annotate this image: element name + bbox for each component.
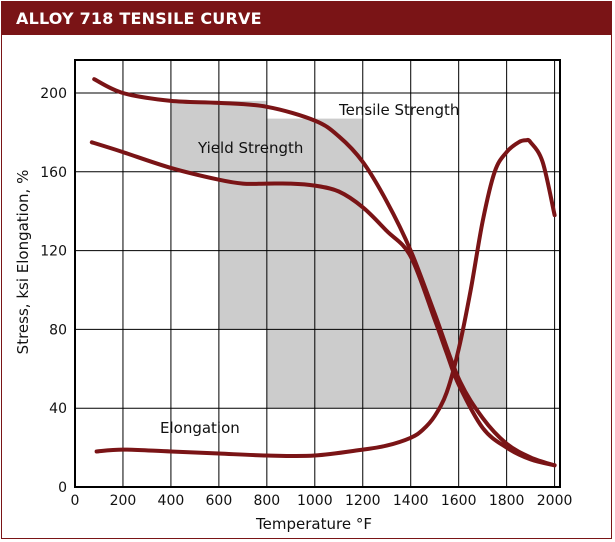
series-layer bbox=[89, 77, 557, 468]
band-segment-0 bbox=[170, 100, 219, 172]
elongation-curve bbox=[94, 137, 557, 459]
tensile-strength-curve bbox=[92, 77, 557, 468]
x-tick-label: 1000 bbox=[297, 493, 333, 509]
y-tick-label: 80 bbox=[49, 322, 67, 338]
y-axis-label: Stress, ksi Elongation, % bbox=[14, 170, 32, 355]
x-tick-label: 0 bbox=[71, 493, 80, 509]
yield-strength-label: Yield Strength bbox=[197, 139, 303, 157]
x-tick-label: 600 bbox=[206, 493, 233, 509]
x-axis-label: Temperature °F bbox=[255, 515, 372, 533]
x-tick-label: 1800 bbox=[489, 493, 525, 509]
band-segment-1 bbox=[218, 100, 267, 330]
elongation-label: Elongation bbox=[160, 419, 240, 437]
plot-border bbox=[74, 59, 561, 488]
y-tick-label: 160 bbox=[40, 165, 67, 181]
y-tick-label: 200 bbox=[40, 86, 67, 102]
grid bbox=[75, 60, 560, 487]
x-tick-label: 1200 bbox=[345, 493, 381, 509]
y-tick-label: 120 bbox=[40, 244, 67, 260]
chart-title: ALLOY 718 TENSILE CURVE bbox=[16, 9, 262, 28]
tensile-strength-label: Tensile Strength bbox=[338, 101, 459, 119]
yield-strength-curve bbox=[89, 140, 557, 468]
x-tick-label: 800 bbox=[253, 493, 280, 509]
x-tick-label: 2000 bbox=[537, 493, 573, 509]
x-tick-label: 200 bbox=[110, 493, 137, 509]
x-tick-label: 1400 bbox=[393, 493, 429, 509]
tick-labels: 0 200 400 600 800 1000 1200 1400 1600 1800 2000 0 40… bbox=[40, 86, 572, 509]
x-tick-label: 400 bbox=[158, 493, 185, 509]
y-tick-label: 40 bbox=[49, 401, 67, 417]
title-bar: ALLOY 718 TENSILE CURVE bbox=[2, 2, 611, 35]
y-tick-label: 0 bbox=[58, 480, 67, 496]
x-tick-label: 1600 bbox=[441, 493, 477, 509]
